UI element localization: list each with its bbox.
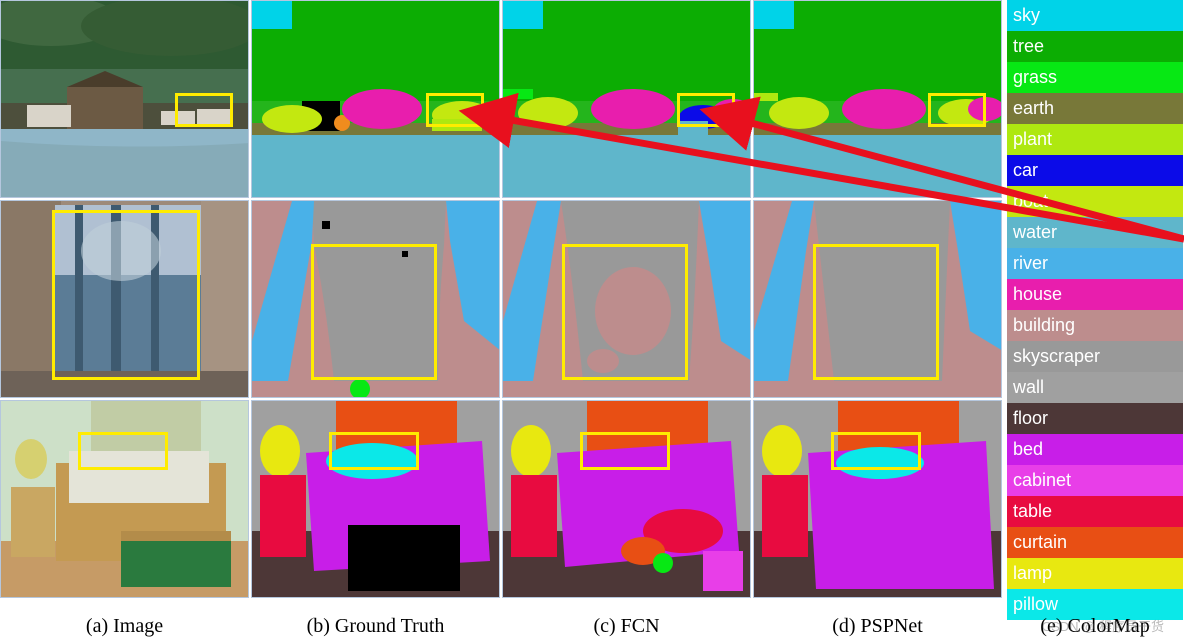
caption: (d) PSPNet — [753, 615, 1002, 638]
legend-river: river — [1007, 248, 1183, 279]
legend-floor: floor — [1007, 403, 1183, 434]
photo-cell — [0, 400, 249, 598]
highlight-box — [426, 93, 484, 127]
figure-grid — [0, 0, 1002, 598]
watermark: CSDN @ 程序员干货 — [1042, 616, 1164, 635]
segmentation-cell — [251, 400, 500, 598]
legend-bed: bed — [1007, 434, 1183, 465]
highlight-box — [52, 210, 200, 380]
legend-wall: wall — [1007, 372, 1183, 403]
caption: (c) FCN — [502, 615, 751, 638]
highlight-box — [329, 432, 419, 470]
highlight-box — [175, 93, 233, 127]
legend-boat: boat — [1007, 186, 1183, 217]
legend-tree: tree — [1007, 31, 1183, 62]
caption: (a) Image — [0, 615, 249, 638]
legend-cabinet: cabinet — [1007, 465, 1183, 496]
highlight-box — [831, 432, 921, 470]
segmentation-cell — [502, 400, 751, 598]
highlight-box — [677, 93, 735, 127]
legend-curtain: curtain — [1007, 527, 1183, 558]
legend-earth: earth — [1007, 93, 1183, 124]
legend-water: water — [1007, 217, 1183, 248]
legend-lamp: lamp — [1007, 558, 1183, 589]
highlight-box — [78, 432, 168, 470]
legend-plant: plant — [1007, 124, 1183, 155]
highlight-box — [580, 432, 670, 470]
legend-house: house — [1007, 279, 1183, 310]
legend-sky: sky — [1007, 0, 1183, 31]
legend-grass: grass — [1007, 62, 1183, 93]
legend-table: table — [1007, 496, 1183, 527]
caption: (b) Ground Truth — [251, 615, 500, 638]
legend-building: building — [1007, 310, 1183, 341]
highlight-box — [928, 93, 986, 127]
highlight-box — [813, 244, 939, 380]
highlight-box — [562, 244, 688, 380]
colormap-legend: skytreegrassearthplantcarboatwaterriverh… — [1007, 0, 1183, 620]
legend-skyscraper: skyscraper — [1007, 341, 1183, 372]
legend-car: car — [1007, 155, 1183, 186]
segmentation-cell — [753, 400, 1002, 598]
highlight-box — [311, 244, 437, 380]
